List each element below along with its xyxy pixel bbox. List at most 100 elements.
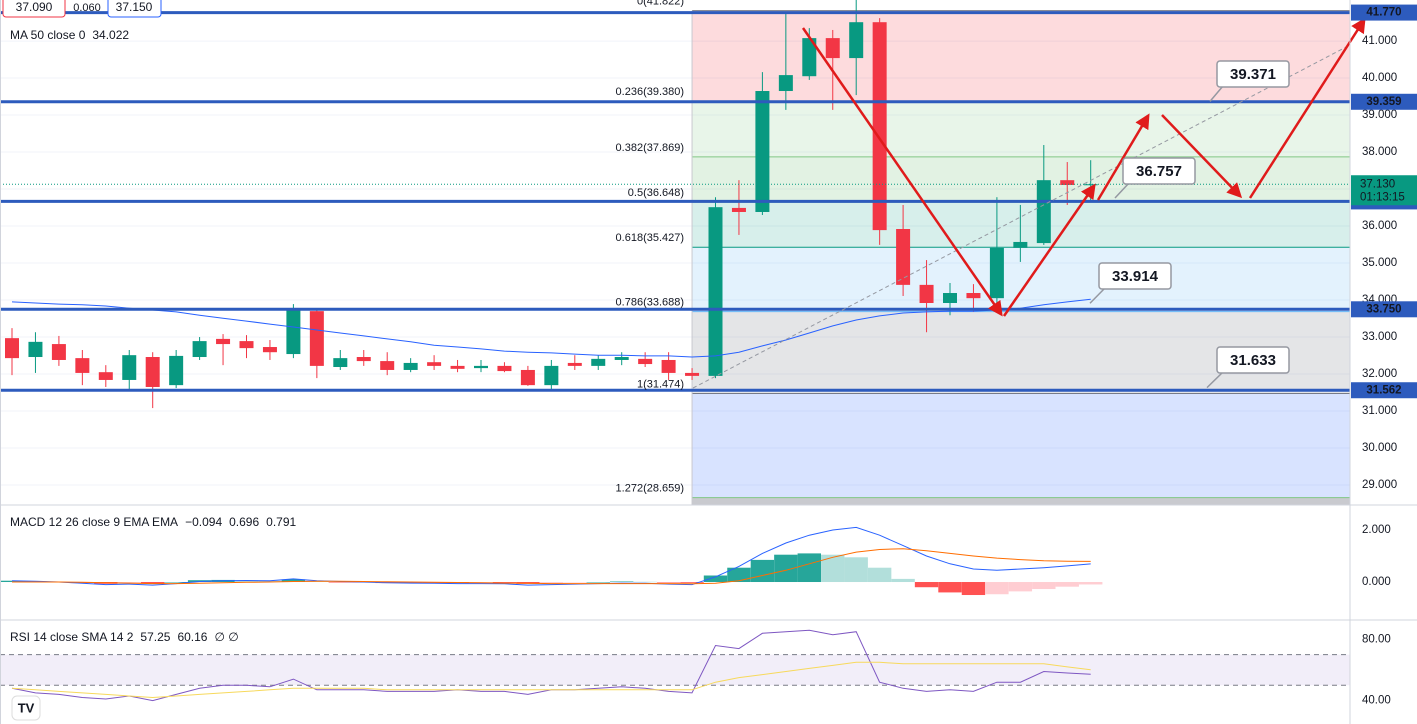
- candle-body: [1013, 241, 1028, 248]
- svg-text:TV: TV: [18, 700, 35, 715]
- histogram-bar: [774, 554, 798, 583]
- trend-line: [692, 44, 1351, 389]
- line: [12, 548, 1091, 585]
- candle-body: [122, 355, 137, 380]
- legend-text: 34.022: [92, 28, 129, 42]
- tradingview-logo: TV: [11, 695, 41, 721]
- fib-label: 0.382(37.869): [616, 142, 685, 154]
- callout-pointer: [1206, 371, 1224, 389]
- candle-body: [28, 341, 43, 358]
- arrow: [1161, 114, 1243, 199]
- ask: 37.150: [116, 0, 153, 14]
- histogram-bar: [563, 582, 587, 583]
- candle-body: [872, 22, 887, 231]
- histogram-bar: [305, 581, 329, 583]
- level-label: 33.750: [1366, 303, 1401, 315]
- candle-body: [51, 344, 66, 360]
- candle-body: [75, 358, 90, 373]
- countdown: 01:13:15: [1360, 191, 1405, 203]
- histogram-bar: [656, 582, 681, 583]
- histogram-bar: [633, 581, 657, 583]
- histogram-bar: [961, 582, 986, 596]
- candle-body: [591, 358, 606, 366]
- legend-text: MACD 12 26 close 9 EMA EMA: [10, 515, 178, 529]
- legend-text: 57.25: [140, 630, 170, 644]
- candle-body: [145, 357, 160, 387]
- spread: 0.060: [73, 2, 101, 14]
- projection-arrows: [801, 17, 1366, 317]
- callout-pointer: [1089, 287, 1106, 304]
- histogram-bar: [797, 553, 821, 583]
- candle-body: [685, 372, 700, 376]
- candle-body: [474, 365, 488, 369]
- fib-zone: [692, 247, 1350, 312]
- histogram-bar: [844, 557, 868, 583]
- callout-box: [1216, 346, 1290, 374]
- candle-body: [497, 365, 512, 372]
- y-tick-label: 40.00: [1362, 695, 1391, 707]
- y-tick-label: 36.000: [1362, 220, 1397, 232]
- histogram-bar: [985, 582, 1009, 595]
- data-layer: [0, 0, 1350, 702]
- fib-zone: [692, 497, 1350, 505]
- y-tick-label: 32.000: [1362, 368, 1397, 380]
- y-tick-label: 38.000: [1362, 146, 1397, 158]
- level-tag: [1351, 93, 1417, 110]
- histogram-bar: [0, 580, 24, 583]
- histogram-bar: [258, 580, 282, 583]
- fib-label: 0.618(35.427): [616, 232, 685, 244]
- histogram-bar: [821, 554, 845, 583]
- legend-text: MA 50 close 0: [10, 28, 86, 42]
- callout-pointer: [1209, 85, 1224, 102]
- y-tick-label: 29.000: [1362, 479, 1397, 491]
- callout-pointer: [1114, 182, 1130, 199]
- candle-body: [849, 22, 864, 59]
- legend-text: 0.791: [266, 515, 296, 529]
- candle-body: [356, 357, 371, 362]
- candle-body: [403, 362, 418, 370]
- histogram-bar: [281, 579, 306, 583]
- last-price-tag: [1351, 175, 1417, 206]
- candle-body: [169, 355, 184, 386]
- histogram-bar: [492, 582, 517, 583]
- candle-body: [544, 365, 559, 386]
- level-label: 31.562: [1366, 384, 1401, 396]
- legend-text: 60.16: [177, 630, 207, 644]
- line: [11, 661, 1091, 699]
- callout-box: [1216, 60, 1290, 88]
- candle-body: [192, 341, 207, 358]
- histogram-bar: [703, 575, 728, 583]
- callout-label: 33.914: [1112, 268, 1159, 285]
- candle-body: [966, 293, 981, 299]
- fib-zone: [692, 202, 1350, 248]
- arrow: [1248, 17, 1366, 199]
- candle-body: [896, 229, 911, 285]
- fib-label: 1(31.474): [637, 378, 684, 390]
- y-tick-label: 80.00: [1362, 633, 1391, 645]
- histogram-bar: [1008, 582, 1033, 592]
- histogram-bar: [867, 567, 892, 583]
- last-price-label: 37.130: [1360, 178, 1395, 190]
- histogram-bar: [750, 559, 775, 583]
- candle-body: [825, 38, 840, 59]
- legend-text: ∅ ∅: [214, 630, 238, 644]
- arrow: [1002, 183, 1096, 317]
- level-tag: [1351, 301, 1417, 318]
- histogram-bar: [398, 582, 423, 584]
- histogram-bar: [1032, 582, 1056, 590]
- y-tick-label: 40.000: [1362, 72, 1397, 84]
- y-tick-label: 0.000: [1362, 576, 1391, 588]
- candle-body: [638, 358, 653, 365]
- fib-label: 0.786(33.688): [616, 296, 685, 308]
- back-layer: [0, 10, 1350, 686]
- histogram-bar: [234, 580, 259, 583]
- candle-body: [262, 347, 277, 353]
- fib-zone: [692, 101, 1350, 157]
- legend-text: −0.094: [185, 515, 222, 529]
- legend-text: 0.696: [229, 515, 259, 529]
- candle-body: [802, 38, 817, 77]
- level-label: 39.359: [1366, 96, 1401, 108]
- histogram-bar: [164, 582, 188, 583]
- fib-label: 0.5(36.648): [628, 187, 684, 199]
